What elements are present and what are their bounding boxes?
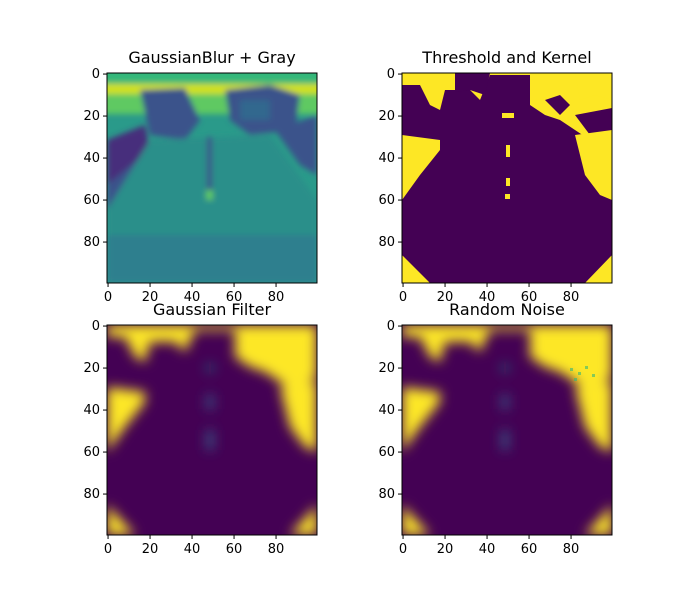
x-tick-label: 20 [142,290,159,305]
panel-title: GaussianBlur + Gray [128,48,295,67]
panel-title: Gaussian Filter [153,300,272,319]
x-tick-label: 60 [226,290,243,305]
x-tick-label: 40 [479,290,496,305]
panel-title: Threshold and Kernel [421,48,591,67]
x-tick-label: 0 [399,290,407,305]
x-tick-label: 80 [268,290,285,305]
heatmap-image [402,325,612,535]
x-tick-label: 0 [104,542,112,557]
axes-ticks: 0 20 40 60 80 0 20 40 60 80 0 20 40 60 80 0 20 40 60 80 0 20 4… [83,67,579,557]
x-tick-label: 80 [563,290,580,305]
panel-gaussian-filter: Gaussian Filter [106,300,318,536]
heatmap-image [107,73,317,283]
x-tick-label: 0 [399,542,407,557]
x-tick-label: 80 [563,542,580,557]
y-tick-label: 60 [378,193,395,208]
y-tick-label: 40 [378,403,395,418]
y-tick-label: 60 [83,445,100,460]
y-tick-label: 20 [378,361,395,376]
x-tick-label: 60 [521,542,538,557]
heatmap-image [107,325,317,535]
x-tick-label: 40 [184,542,201,557]
x-tick-label: 20 [437,290,454,305]
y-tick-label: 80 [83,487,100,502]
y-tick-label: 0 [387,319,395,334]
y-tick-label: 60 [83,193,100,208]
y-tick-label: 40 [378,151,395,166]
x-tick-label: 60 [226,542,243,557]
y-tick-label: 80 [378,487,395,502]
y-tick-label: 20 [83,361,100,376]
y-tick-label: 80 [83,235,100,250]
y-tick-label: 0 [387,67,395,82]
y-tick-label: 0 [92,319,100,334]
x-tick-label: 40 [479,542,496,557]
y-tick-label: 40 [83,151,100,166]
y-tick-label: 40 [83,403,100,418]
x-tick-label: 40 [184,290,201,305]
x-tick-label: 80 [268,542,285,557]
x-tick-label: 20 [142,542,159,557]
y-tick-label: 20 [83,109,100,124]
panel-gaussianblur-gray: GaussianBlur + Gray [106,48,318,284]
panel-title: Random Noise [449,300,565,319]
x-tick-label: 0 [104,290,112,305]
x-tick-label: 60 [521,290,538,305]
y-tick-label: 80 [378,235,395,250]
panel-random-noise: Random Noise [401,300,613,536]
x-tick-label: 20 [437,542,454,557]
panel-threshold-kernel: Threshold and Kernel [401,48,613,284]
y-tick-label: 0 [92,67,100,82]
y-tick-label: 60 [378,445,395,460]
heatmap-image [402,73,612,283]
y-tick-label: 20 [378,109,395,124]
